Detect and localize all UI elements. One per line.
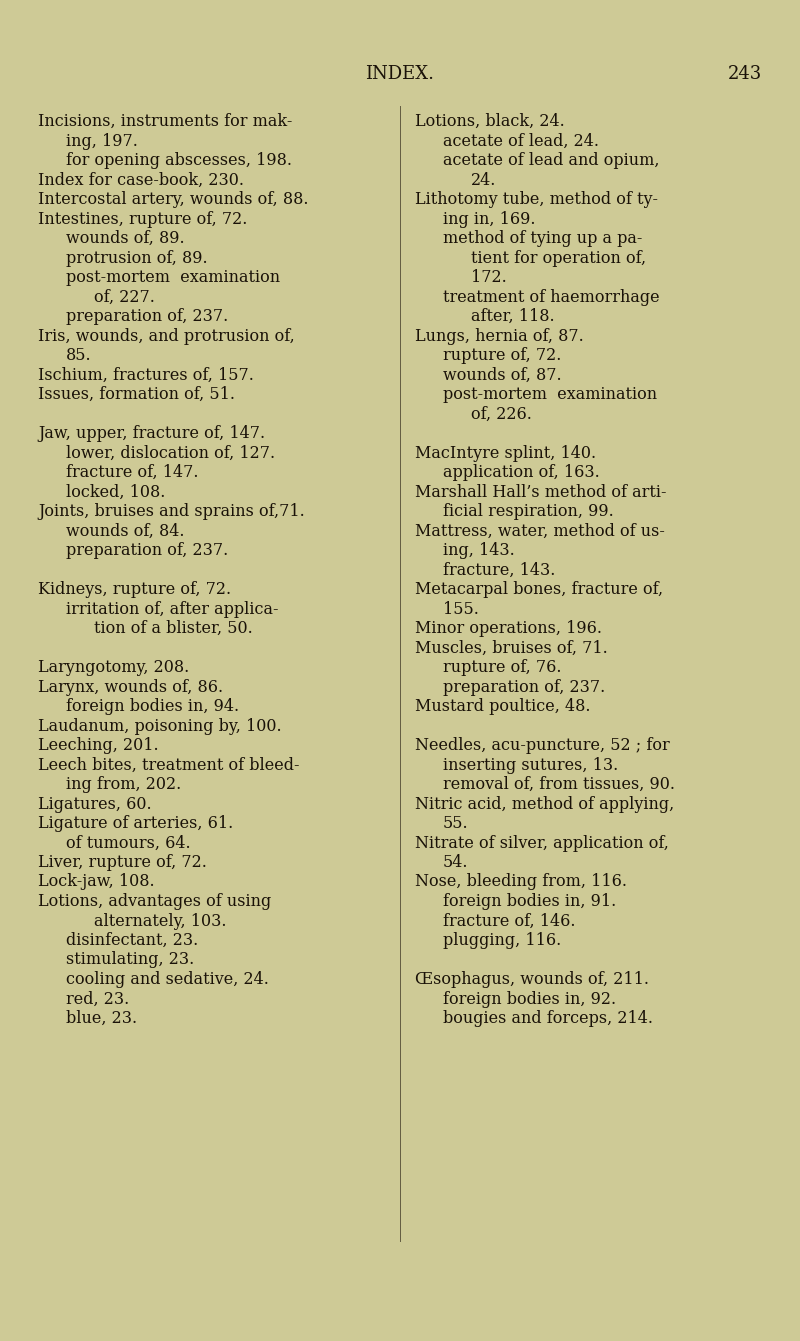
Text: cooling and sedative, 24.: cooling and sedative, 24. (66, 971, 269, 988)
Text: fracture of, 146.: fracture of, 146. (443, 912, 575, 929)
Text: Needles, acu-puncture, 52 ; for: Needles, acu-puncture, 52 ; for (415, 738, 670, 754)
Text: of tumours, 64.: of tumours, 64. (66, 834, 190, 852)
Text: Muscles, bruises of, 71.: Muscles, bruises of, 71. (415, 640, 608, 657)
Text: alternately, 103.: alternately, 103. (94, 912, 226, 929)
Text: inserting sutures, 13.: inserting sutures, 13. (443, 756, 618, 774)
Text: Minor operations, 196.: Minor operations, 196. (415, 620, 602, 637)
Text: preparation of, 237.: preparation of, 237. (66, 308, 228, 325)
Text: application of, 163.: application of, 163. (443, 464, 600, 481)
Text: plugging, 116.: plugging, 116. (443, 932, 562, 949)
Text: 172.: 172. (471, 270, 506, 286)
Text: post-mortem  examination: post-mortem examination (66, 270, 280, 286)
Text: Œsophagus, wounds of, 211.: Œsophagus, wounds of, 211. (415, 971, 649, 988)
Text: Ligature of arteries, 61.: Ligature of arteries, 61. (38, 815, 234, 831)
Text: after, 118.: after, 118. (471, 308, 554, 325)
Text: 55.: 55. (443, 815, 469, 831)
Text: disinfectant, 23.: disinfectant, 23. (66, 932, 198, 949)
Text: Laryngotomy, 208.: Laryngotomy, 208. (38, 658, 190, 676)
Text: wounds of, 84.: wounds of, 84. (66, 523, 185, 539)
Text: preparation of, 237.: preparation of, 237. (66, 542, 228, 559)
Text: Intestines, rupture of, 72.: Intestines, rupture of, 72. (38, 211, 247, 228)
Text: MacIntyre splint, 140.: MacIntyre splint, 140. (415, 444, 596, 461)
Text: Leech bites, treatment of bleed-: Leech bites, treatment of bleed- (38, 756, 299, 774)
Text: Lotions, advantages of using: Lotions, advantages of using (38, 893, 271, 911)
Text: Nose, bleeding from, 116.: Nose, bleeding from, 116. (415, 873, 627, 890)
Text: locked, 108.: locked, 108. (66, 484, 166, 500)
Text: acetate of lead, 24.: acetate of lead, 24. (443, 133, 599, 149)
Text: blue, 23.: blue, 23. (66, 1010, 137, 1027)
Text: INDEX.: INDEX. (366, 64, 434, 83)
Text: lower, dislocation of, 127.: lower, dislocation of, 127. (66, 444, 275, 461)
Text: Mustard poultice, 48.: Mustard poultice, 48. (415, 699, 590, 715)
Text: foreign bodies in, 91.: foreign bodies in, 91. (443, 893, 616, 911)
Text: Jaw, upper, fracture of, 147.: Jaw, upper, fracture of, 147. (38, 425, 265, 443)
Text: wounds of, 87.: wounds of, 87. (443, 366, 562, 384)
Text: tion of a blister, 50.: tion of a blister, 50. (94, 620, 253, 637)
Text: treatment of haemorrhage: treatment of haemorrhage (443, 288, 660, 306)
Text: Mattress, water, method of us-: Mattress, water, method of us- (415, 523, 665, 539)
Text: Issues, formation of, 51.: Issues, formation of, 51. (38, 386, 235, 404)
Text: Kidneys, rupture of, 72.: Kidneys, rupture of, 72. (38, 581, 231, 598)
Text: 24.: 24. (471, 172, 496, 189)
Text: rupture of, 72.: rupture of, 72. (443, 347, 562, 363)
Text: Ligatures, 60.: Ligatures, 60. (38, 795, 152, 813)
Text: Index for case-book, 230.: Index for case-book, 230. (38, 172, 244, 189)
Text: protrusion of, 89.: protrusion of, 89. (66, 249, 208, 267)
Text: ing, 197.: ing, 197. (66, 133, 138, 149)
Text: preparation of, 237.: preparation of, 237. (443, 679, 606, 696)
Text: Liver, rupture of, 72.: Liver, rupture of, 72. (38, 854, 207, 872)
Text: fracture of, 147.: fracture of, 147. (66, 464, 198, 481)
Text: Incisions, instruments for mak-: Incisions, instruments for mak- (38, 113, 292, 130)
Text: for opening abscesses, 198.: for opening abscesses, 198. (66, 152, 292, 169)
Text: ing, 143.: ing, 143. (443, 542, 514, 559)
Text: rupture of, 76.: rupture of, 76. (443, 658, 562, 676)
Text: Leeching, 201.: Leeching, 201. (38, 738, 158, 754)
Text: fracture, 143.: fracture, 143. (443, 562, 555, 578)
Text: Iris, wounds, and protrusion of,: Iris, wounds, and protrusion of, (38, 327, 294, 345)
Text: foreign bodies in, 92.: foreign bodies in, 92. (443, 991, 616, 1007)
Text: removal of, from tissues, 90.: removal of, from tissues, 90. (443, 776, 675, 793)
Text: Lock-jaw, 108.: Lock-jaw, 108. (38, 873, 154, 890)
Text: ing from, 202.: ing from, 202. (66, 776, 182, 793)
Text: Marshall Hall’s method of arti-: Marshall Hall’s method of arti- (415, 484, 666, 500)
Text: ing in, 169.: ing in, 169. (443, 211, 535, 228)
Text: method of tying up a pa-: method of tying up a pa- (443, 231, 642, 247)
Text: post-mortem  examination: post-mortem examination (443, 386, 657, 404)
Text: Larynx, wounds of, 86.: Larynx, wounds of, 86. (38, 679, 223, 696)
Text: Lotions, black, 24.: Lotions, black, 24. (415, 113, 565, 130)
Text: Metacarpal bones, fracture of,: Metacarpal bones, fracture of, (415, 581, 663, 598)
Text: 54.: 54. (443, 854, 469, 872)
Text: Nitrate of silver, application of,: Nitrate of silver, application of, (415, 834, 669, 852)
Text: Lithotomy tube, method of ty-: Lithotomy tube, method of ty- (415, 190, 658, 208)
Text: red, 23.: red, 23. (66, 991, 130, 1007)
Text: Intercostal artery, wounds of, 88.: Intercostal artery, wounds of, 88. (38, 190, 309, 208)
Text: Nitric acid, method of applying,: Nitric acid, method of applying, (415, 795, 674, 813)
Text: Laudanum, poisoning by, 100.: Laudanum, poisoning by, 100. (38, 717, 282, 735)
Text: wounds of, 89.: wounds of, 89. (66, 231, 185, 247)
Text: of, 227.: of, 227. (94, 288, 155, 306)
Text: of, 226.: of, 226. (471, 405, 532, 422)
Text: 85.: 85. (66, 347, 92, 363)
Text: 243: 243 (728, 64, 762, 83)
Text: Lungs, hernia of, 87.: Lungs, hernia of, 87. (415, 327, 584, 345)
Text: ficial respiration, 99.: ficial respiration, 99. (443, 503, 614, 520)
Text: acetate of lead and opium,: acetate of lead and opium, (443, 152, 659, 169)
Text: tient for operation of,: tient for operation of, (471, 249, 646, 267)
Text: Joints, bruises and sprains of,71.: Joints, bruises and sprains of,71. (38, 503, 305, 520)
Text: stimulating, 23.: stimulating, 23. (66, 952, 194, 968)
Text: 155.: 155. (443, 601, 479, 617)
Text: Ischium, fractures of, 157.: Ischium, fractures of, 157. (38, 366, 254, 384)
Text: irritation of, after applica-: irritation of, after applica- (66, 601, 278, 617)
Text: bougies and forceps, 214.: bougies and forceps, 214. (443, 1010, 653, 1027)
Text: foreign bodies in, 94.: foreign bodies in, 94. (66, 699, 239, 715)
